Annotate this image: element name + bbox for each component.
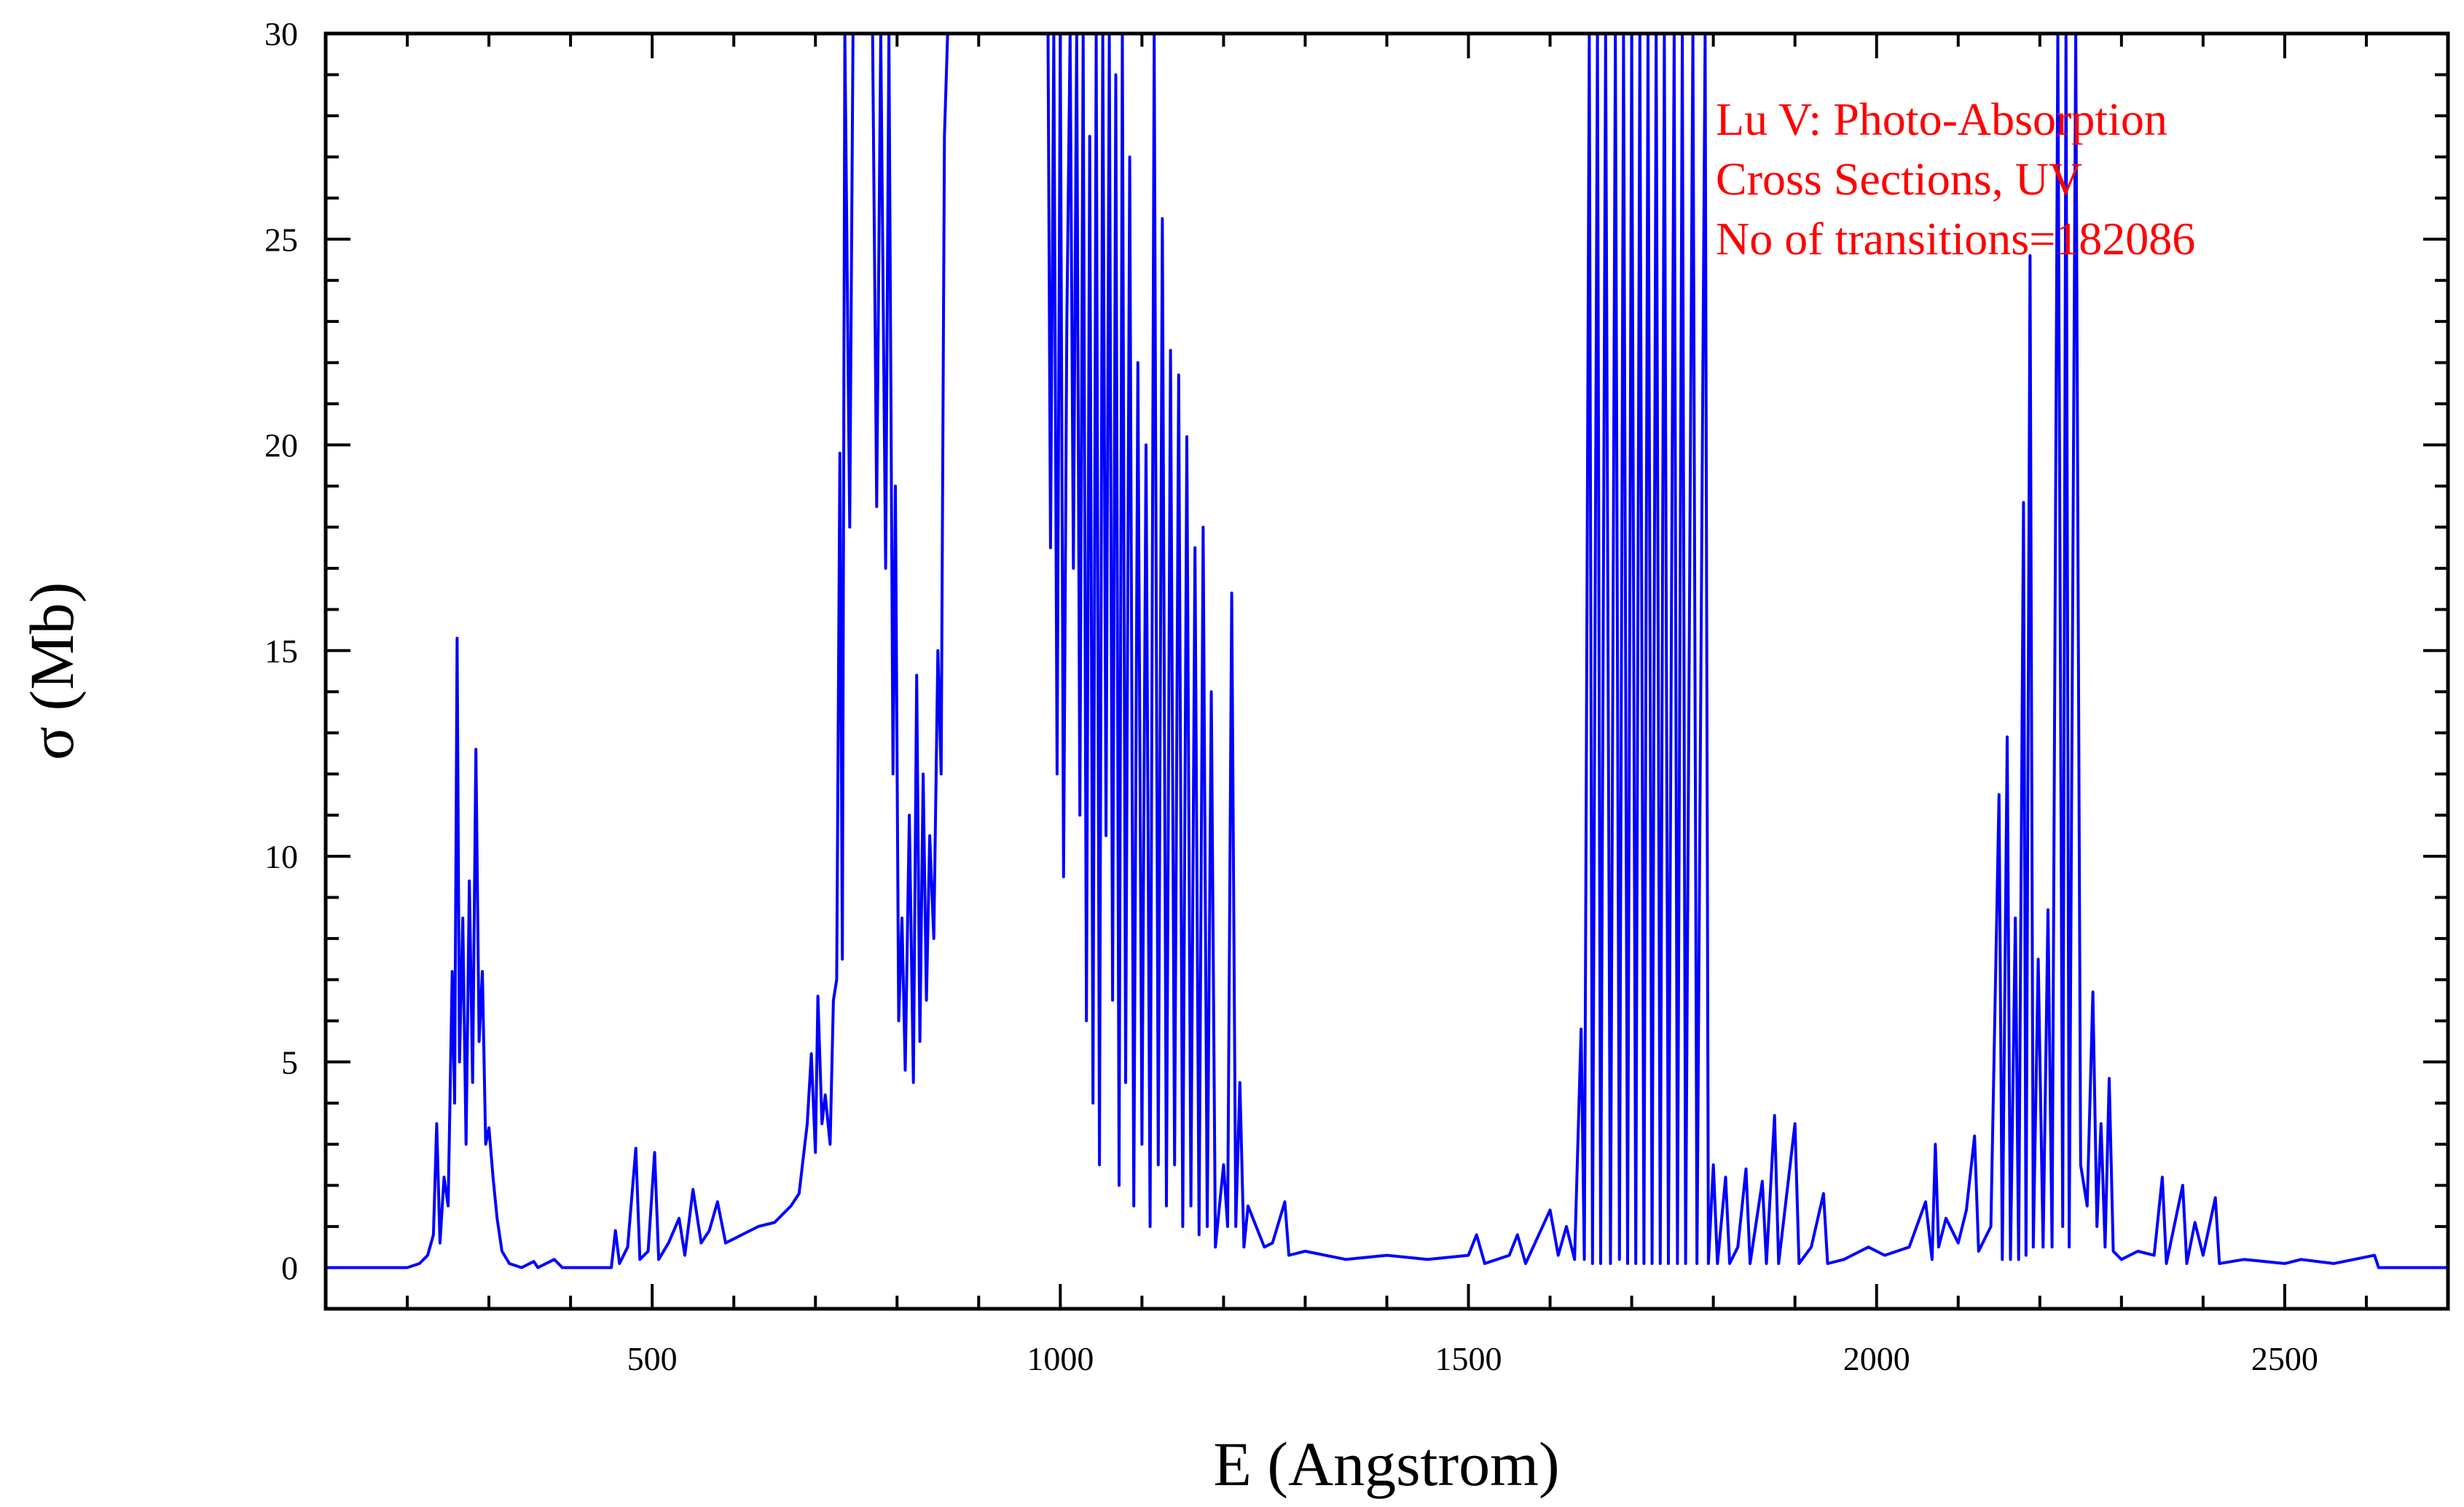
series-line	[326, 34, 2448, 1269]
x-axis-ticks: 500 1000 1500 2000 2500	[324, 34, 2449, 1377]
y-tick-label: 25	[264, 221, 298, 258]
annotation-line-1: Lu V: Photo-Absorption	[1716, 93, 2167, 145]
x-axis-title: E (Angstrom)	[1213, 1429, 1559, 1499]
x-tick-label: 2000	[1843, 1340, 1910, 1377]
y-tick-label: 0	[281, 1250, 298, 1287]
y-tick-label: 20	[264, 427, 298, 464]
plot-frame	[323, 31, 2450, 1311]
y-tick-label: 5	[281, 1044, 298, 1081]
x-tick-label: 1000	[1027, 1340, 1094, 1377]
annotation-line-2: Cross Sections, UV	[1716, 153, 2082, 205]
y-axis-ticks: 0 5 10 15 20 25 30	[264, 15, 2448, 1310]
y-tick-label: 15	[264, 633, 298, 670]
x-tick-label: 500	[627, 1340, 678, 1377]
y-tick-label: 10	[264, 838, 298, 875]
x-tick-label: 2500	[2251, 1340, 2318, 1377]
y-axis-title: σ (Mb)	[17, 582, 87, 761]
annotation-line-3: No of transitions=182086	[1716, 213, 2195, 265]
y-tick-label: 30	[264, 15, 298, 52]
x-tick-label: 1500	[1435, 1340, 1502, 1377]
